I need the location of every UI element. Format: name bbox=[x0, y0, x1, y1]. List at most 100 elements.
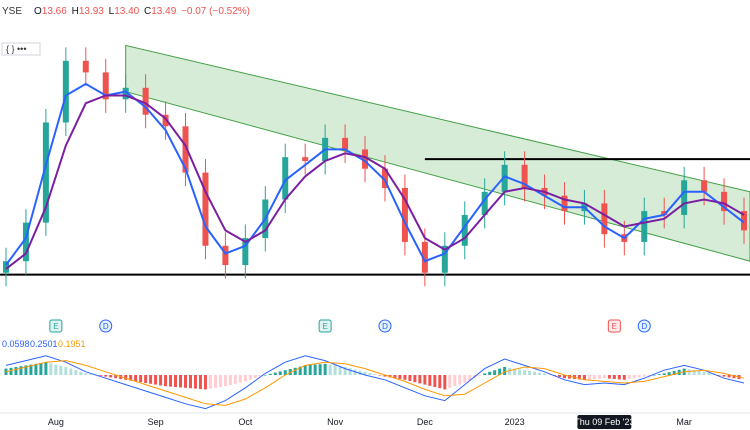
candle-body bbox=[681, 180, 688, 215]
macd-histogram-bar bbox=[99, 375, 103, 376]
event-marker-label: D bbox=[103, 322, 109, 331]
macd-histogram-bar bbox=[258, 375, 262, 377]
macd-histogram-bar bbox=[24, 365, 28, 375]
event-marker-label: E bbox=[612, 322, 617, 331]
event-marker-label: D bbox=[382, 322, 388, 331]
macd-histogram-bar bbox=[662, 373, 666, 375]
event-marker-label: D bbox=[641, 322, 647, 331]
earnings-marker[interactable]: E bbox=[49, 319, 63, 333]
macd-histogram-bar bbox=[538, 372, 542, 375]
macd-histogram-bar bbox=[627, 375, 631, 379]
candle-body bbox=[282, 157, 289, 200]
macd-histogram-bar bbox=[368, 373, 372, 375]
macd-histogram-bar bbox=[253, 375, 257, 379]
macd-histogram-bar bbox=[193, 375, 197, 389]
candle-body bbox=[381, 168, 388, 188]
macd-histogram-bar bbox=[238, 375, 242, 383]
fast-ma-line bbox=[5, 82, 745, 266]
candle-body bbox=[501, 164, 508, 192]
x-axis-tick-label: Dec bbox=[417, 417, 434, 427]
macd-histogram-bar bbox=[413, 375, 417, 383]
macd-histogram-bar bbox=[672, 371, 676, 375]
macd-histogram-bar bbox=[19, 366, 23, 375]
macd-histogram-bar bbox=[622, 375, 626, 380]
macd-histogram-bar bbox=[617, 375, 621, 380]
macd-histogram-bar bbox=[333, 365, 337, 375]
macd-histogram-bar bbox=[448, 375, 452, 388]
macd-histogram-bar bbox=[273, 372, 277, 375]
macd-histogram-bar bbox=[587, 375, 591, 380]
macd-histogram-bar bbox=[303, 365, 307, 375]
macd-histogram-bar bbox=[702, 371, 706, 375]
event-markers: EDEDEDD bbox=[49, 319, 651, 333]
macd-histogram-bar bbox=[533, 371, 537, 375]
macd-histogram-bar bbox=[373, 374, 377, 375]
candle-body bbox=[142, 87, 149, 115]
macd-histogram-bar bbox=[308, 365, 312, 375]
candle-body bbox=[481, 191, 488, 215]
macd-histogram-bar bbox=[597, 375, 601, 379]
macd-histogram-bar bbox=[114, 375, 118, 379]
candle-body bbox=[22, 222, 29, 262]
earnings-marker[interactable]: E bbox=[607, 319, 621, 333]
macd-histogram-bar bbox=[54, 364, 58, 375]
macd-histogram-bar bbox=[692, 370, 696, 375]
macd-histogram-bar bbox=[433, 375, 437, 387]
macd-histogram-bar bbox=[198, 375, 202, 389]
macd-histogram-bar bbox=[667, 372, 671, 375]
macd-histogram-bar bbox=[44, 362, 48, 375]
macd-histogram-bar bbox=[528, 371, 532, 375]
macd-histogram-bar bbox=[139, 375, 143, 383]
macd-histogram-bar bbox=[109, 375, 113, 378]
dividend-marker[interactable]: D bbox=[637, 319, 651, 333]
macd-histogram-bar bbox=[49, 363, 53, 375]
macd-histogram-bar bbox=[268, 373, 272, 375]
macd-histogram bbox=[4, 362, 741, 390]
candle-body bbox=[162, 114, 169, 127]
macd-histogram-bar bbox=[69, 368, 73, 375]
macd-histogram-bar bbox=[154, 375, 158, 385]
macd-histogram-bar bbox=[498, 368, 502, 375]
dividend-marker[interactable]: D bbox=[99, 319, 113, 333]
macd-histogram-bar bbox=[228, 375, 232, 385]
macd-histogram-bar bbox=[203, 375, 207, 390]
macd-histogram-bar bbox=[592, 375, 596, 379]
candle-body bbox=[302, 157, 309, 161]
macd-histogram-bar bbox=[164, 375, 168, 387]
macd-histogram-bar bbox=[488, 371, 492, 375]
macd-histogram-bar bbox=[89, 374, 93, 375]
candle-body bbox=[62, 60, 69, 123]
candle-body bbox=[561, 195, 568, 212]
macd-histogram-bar bbox=[577, 375, 581, 380]
candle-body bbox=[461, 214, 468, 246]
macd-histogram-bar bbox=[288, 369, 292, 375]
indicator-controls-label: { } ••• bbox=[6, 44, 26, 54]
macd-signal-value: 0.2501 bbox=[30, 339, 58, 349]
macd-histogram-bar bbox=[612, 375, 616, 379]
indicator-controls[interactable] bbox=[1, 42, 41, 56]
macd-histogram-bar bbox=[323, 363, 327, 375]
candle-body bbox=[82, 60, 89, 73]
dividend-marker[interactable]: D bbox=[378, 319, 392, 333]
macd-histogram-bar bbox=[443, 375, 447, 390]
macd-histogram-bar bbox=[418, 375, 422, 384]
x-axis-tick-label: Aug bbox=[48, 417, 64, 427]
macd-histogram-bar bbox=[233, 375, 237, 384]
macd-histogram-bar bbox=[104, 375, 108, 377]
macd-histogram-bar bbox=[348, 368, 352, 375]
macd-histogram-bar bbox=[508, 367, 512, 375]
macd-histogram-bar bbox=[174, 375, 178, 387]
macd-histogram-bar bbox=[408, 375, 412, 381]
macd-histogram-bar bbox=[438, 375, 442, 389]
macd-histogram-bar bbox=[34, 363, 38, 375]
macd-histogram-bar bbox=[248, 375, 252, 380]
signal-line bbox=[5, 360, 745, 406]
macd-histogram-bar bbox=[607, 375, 611, 379]
candle-body bbox=[521, 164, 528, 188]
macd-histogram-bar bbox=[298, 366, 302, 375]
macd-histogram-bar bbox=[493, 370, 497, 375]
macd-line bbox=[5, 355, 745, 410]
macd-histogram-bar bbox=[278, 371, 282, 375]
earnings-marker[interactable]: E bbox=[318, 319, 332, 333]
